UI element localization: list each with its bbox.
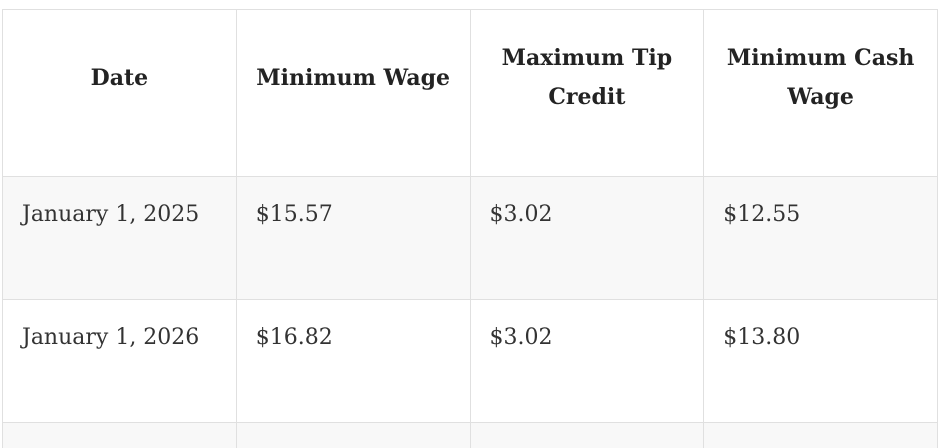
column-header-minimum-cash-wage: Minimum Cash Wage bbox=[703, 9, 938, 177]
cell-maximum-tip-credit: $3.02 bbox=[469, 176, 705, 300]
cell-date: January 1, 2026 bbox=[2, 299, 237, 423]
cell-minimum-wage: $16.82 bbox=[235, 299, 471, 423]
minimum-wage-table: Date Minimum Wage Maximum Tip Credit Min… bbox=[2, 9, 938, 448]
table-header: Date Minimum Wage Maximum Tip Credit Min… bbox=[2, 9, 938, 177]
cell-minimum-cash-wage: $12.55 bbox=[703, 176, 938, 300]
cell-date: January 1, 2025 bbox=[2, 176, 237, 300]
table-body: January 1, 2025 $15.57 $3.02 $12.55 Janu… bbox=[2, 176, 938, 448]
table-row-2025: January 1, 2025 $15.57 $3.02 $12.55 bbox=[2, 176, 938, 300]
table-row-2026: January 1, 2026 $16.82 $3.02 $13.80 bbox=[2, 299, 938, 423]
cell-minimum-wage: $15.57 bbox=[235, 176, 471, 300]
column-header-date: Date bbox=[2, 9, 237, 177]
cell-maximum-tip-credit: $3.02 bbox=[469, 422, 705, 448]
cell-date: January 1, 2027 bbox=[2, 422, 237, 448]
cell-maximum-tip-credit: $3.02 bbox=[469, 299, 705, 423]
table-row-2027: January 1, 2027 $18.17 $3.02 $15.15 bbox=[2, 422, 938, 448]
column-header-maximum-tip-credit: Maximum Tip Credit bbox=[469, 9, 705, 177]
header-row: Date Minimum Wage Maximum Tip Credit Min… bbox=[2, 9, 938, 177]
cell-minimum-cash-wage: $13.80 bbox=[703, 299, 938, 423]
cell-minimum-wage: $18.17 bbox=[235, 422, 471, 448]
column-header-minimum-wage: Minimum Wage bbox=[235, 9, 471, 177]
cell-minimum-cash-wage: $15.15 bbox=[703, 422, 938, 448]
